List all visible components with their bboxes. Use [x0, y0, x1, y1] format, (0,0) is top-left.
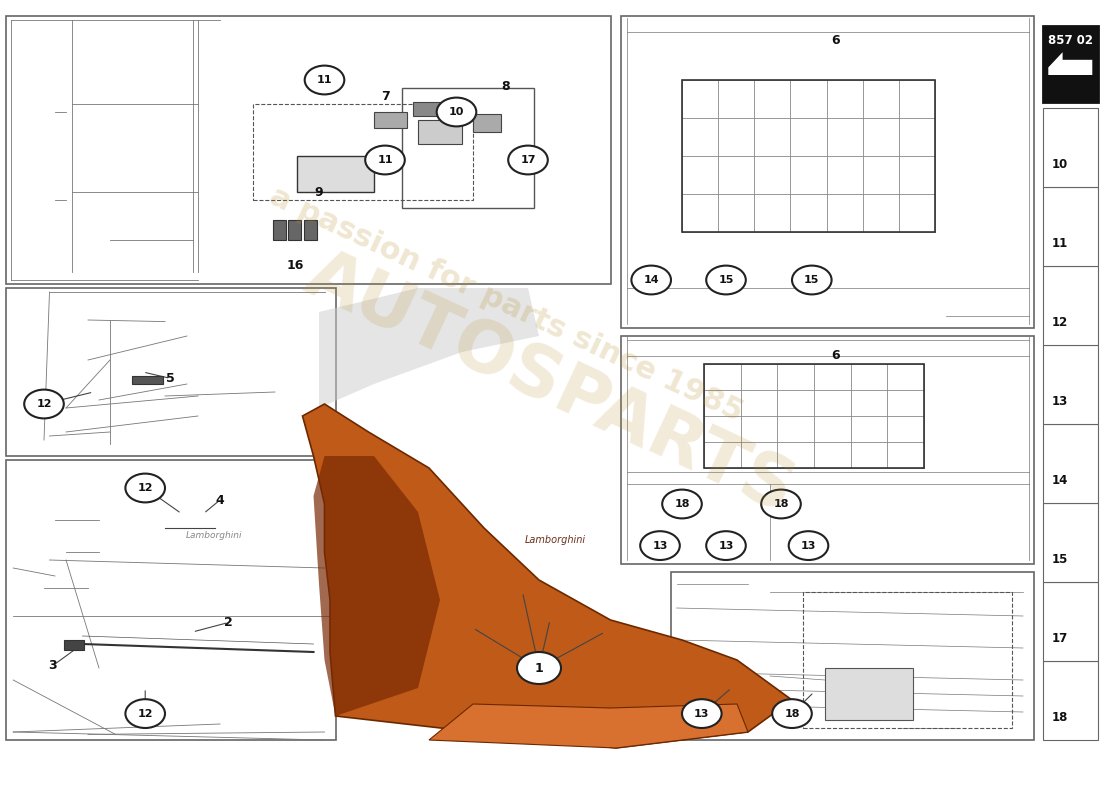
Text: 3: 3	[48, 659, 57, 672]
Circle shape	[772, 699, 812, 728]
Text: 14: 14	[644, 275, 659, 285]
Circle shape	[792, 266, 832, 294]
Circle shape	[125, 474, 165, 502]
Text: 15: 15	[804, 275, 820, 285]
Bar	[825, 668, 913, 720]
Bar	[297, 156, 374, 192]
Text: 13: 13	[718, 541, 734, 550]
Bar	[6, 460, 336, 740]
Circle shape	[789, 531, 828, 560]
Text: 17: 17	[1052, 632, 1068, 646]
Text: 12: 12	[138, 709, 153, 718]
Circle shape	[365, 146, 405, 174]
Text: 12: 12	[36, 399, 52, 409]
Circle shape	[631, 266, 671, 294]
Circle shape	[305, 66, 344, 94]
Text: 13: 13	[694, 709, 710, 718]
Text: 1: 1	[535, 662, 543, 674]
Circle shape	[761, 490, 801, 518]
Bar	[621, 336, 1034, 564]
Polygon shape	[319, 288, 539, 408]
Polygon shape	[1048, 52, 1092, 75]
Bar	[6, 16, 610, 284]
Bar	[418, 120, 462, 144]
Text: a passion for parts since 1985: a passion for parts since 1985	[265, 182, 747, 426]
Text: 7: 7	[381, 90, 389, 102]
Text: 15: 15	[1052, 554, 1068, 566]
Circle shape	[125, 699, 165, 728]
Bar	[288, 220, 301, 240]
Bar	[1043, 503, 1098, 582]
Text: 6: 6	[832, 350, 840, 362]
Bar	[1043, 424, 1098, 503]
Circle shape	[640, 531, 680, 560]
Bar	[1043, 345, 1098, 424]
Bar	[253, 104, 473, 200]
Text: 11: 11	[377, 155, 393, 165]
Bar	[473, 114, 500, 132]
Bar	[704, 364, 924, 468]
Bar	[304, 220, 317, 240]
Bar	[671, 572, 1034, 740]
Bar	[682, 80, 935, 232]
Polygon shape	[302, 404, 792, 748]
Bar	[1043, 582, 1098, 661]
Circle shape	[706, 266, 746, 294]
Circle shape	[517, 652, 561, 684]
Text: 2: 2	[224, 616, 233, 629]
Polygon shape	[314, 456, 440, 716]
Text: 13: 13	[801, 541, 816, 550]
Text: 16: 16	[286, 259, 304, 272]
Polygon shape	[429, 704, 748, 748]
Text: 11: 11	[1052, 238, 1068, 250]
Text: 12: 12	[1052, 316, 1068, 330]
Text: AUTOSPARTS: AUTOSPARTS	[295, 241, 805, 527]
Text: 17: 17	[520, 155, 536, 165]
Circle shape	[706, 531, 746, 560]
Text: 14: 14	[1052, 474, 1068, 487]
Bar	[64, 640, 84, 650]
Text: 8: 8	[502, 80, 510, 93]
Bar	[1043, 108, 1098, 187]
Text: Lamborghini: Lamborghini	[525, 535, 586, 545]
Text: 5: 5	[166, 372, 175, 385]
Circle shape	[437, 98, 476, 126]
Text: 18: 18	[1052, 711, 1068, 724]
Bar	[412, 102, 440, 116]
Circle shape	[508, 146, 548, 174]
Text: 10: 10	[1052, 158, 1068, 171]
Bar	[273, 220, 286, 240]
Text: 18: 18	[674, 499, 690, 509]
Bar	[1043, 26, 1098, 102]
Text: 6: 6	[832, 34, 840, 46]
Text: 18: 18	[784, 709, 800, 718]
Bar	[1043, 266, 1098, 345]
Bar	[132, 376, 163, 384]
Text: Lamborghini: Lamborghini	[186, 531, 243, 541]
Bar	[374, 112, 407, 128]
Bar	[402, 88, 534, 208]
Text: 857 02: 857 02	[1048, 34, 1092, 47]
Bar	[803, 592, 1012, 728]
Circle shape	[682, 699, 722, 728]
Text: 9: 9	[315, 186, 323, 198]
Text: 13: 13	[1052, 395, 1068, 408]
Bar	[1043, 187, 1098, 266]
Text: 10: 10	[449, 107, 464, 117]
Bar	[621, 16, 1034, 328]
Circle shape	[662, 490, 702, 518]
Text: 18: 18	[773, 499, 789, 509]
Bar	[6, 288, 336, 456]
Text: 15: 15	[718, 275, 734, 285]
Circle shape	[24, 390, 64, 418]
Text: 13: 13	[652, 541, 668, 550]
Text: 12: 12	[138, 483, 153, 493]
Text: 4: 4	[216, 494, 224, 506]
Text: 11: 11	[317, 75, 332, 85]
Bar	[1043, 661, 1098, 740]
